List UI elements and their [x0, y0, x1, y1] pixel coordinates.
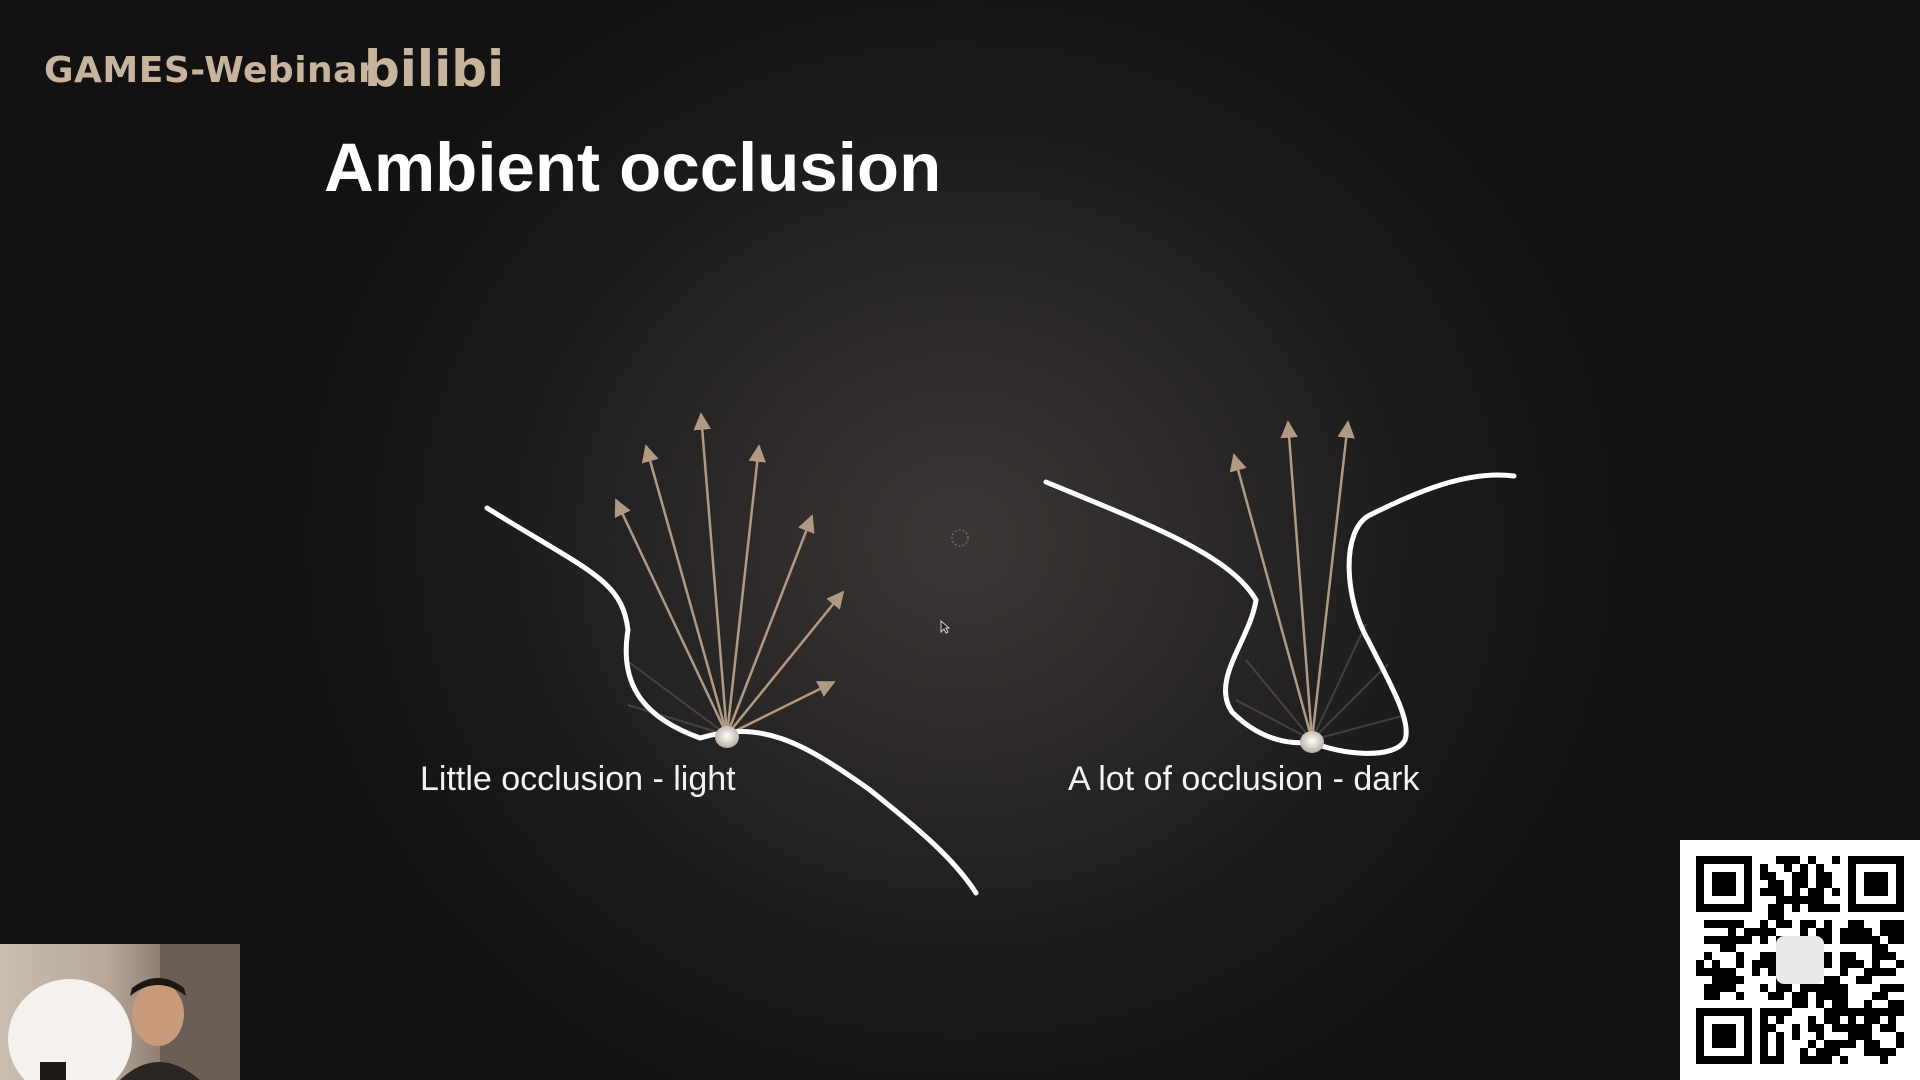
right-blocked-ray-5 — [1311, 715, 1403, 741]
right-ray-1 — [1229, 453, 1314, 741]
right-shading-point — [1300, 731, 1324, 753]
left-blocked-ray-1 — [625, 659, 728, 736]
right-occluded-rays — [1235, 623, 1403, 741]
qr-code-pattern — [1696, 856, 1904, 1064]
caption-little-occlusion: Little occlusion - light — [420, 760, 736, 798]
right-surface-curve — [1043, 472, 1517, 756]
left-ray-6 — [726, 590, 845, 736]
mouse-cursor-icon — [940, 620, 950, 634]
slide-title: Ambient occlusion — [324, 129, 942, 206]
left-occluded-rays — [625, 659, 728, 736]
bilibili-logo-text: bilibili — [364, 40, 504, 98]
webcam-scene — [8, 944, 240, 1080]
left-ray-4 — [725, 444, 766, 736]
left-surface-curve — [484, 505, 979, 896]
left-ray-1 — [614, 498, 729, 736]
presenter-webcam — [0, 944, 240, 1080]
left-diagram — [484, 412, 979, 896]
right-blocked-ray-4 — [1311, 663, 1389, 741]
right-blocked-ray-2 — [1235, 699, 1313, 741]
bilibili-logo: bilibili — [364, 40, 504, 98]
caption-lot-of-occlusion: A lot of occlusion - dark — [1068, 760, 1420, 798]
qr-center-logo-icon — [1776, 936, 1824, 984]
pointer-spotlight — [951, 529, 969, 547]
brand-label: GAMES-Webinar — [44, 50, 377, 91]
left-ray-3 — [693, 412, 729, 736]
left-visible-rays — [614, 412, 845, 737]
right-diagram — [1043, 420, 1517, 756]
left-shading-point — [715, 726, 739, 748]
left-ray-5 — [725, 514, 815, 736]
right-blocked-ray-3 — [1311, 623, 1367, 741]
right-visible-rays — [1229, 420, 1355, 741]
left-blocked-ray-2 — [627, 704, 728, 736]
qr-code — [1680, 840, 1920, 1080]
right-blocked-ray-1 — [1245, 659, 1313, 741]
left-ray-2 — [641, 444, 729, 736]
left-ray-7 — [726, 680, 836, 737]
right-ray-2 — [1280, 420, 1314, 741]
right-ray-3 — [1310, 420, 1355, 741]
